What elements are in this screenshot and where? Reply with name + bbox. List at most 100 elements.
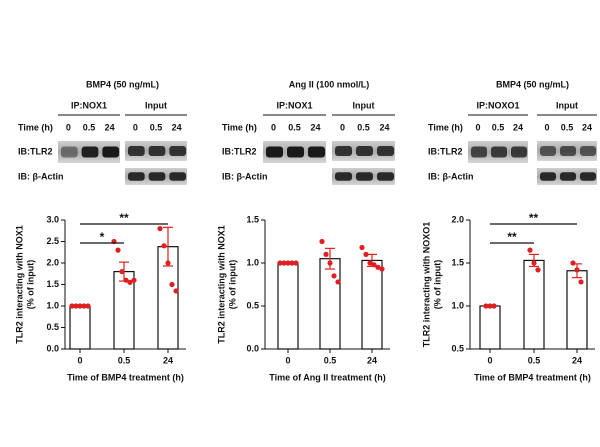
data-point bbox=[375, 264, 381, 270]
data-point bbox=[285, 260, 291, 266]
blot-band bbox=[148, 172, 166, 181]
blot-band bbox=[81, 146, 99, 158]
lane-label: 0.5 bbox=[492, 122, 505, 132]
data-point bbox=[570, 260, 576, 266]
ip-label: IP:NOX1 bbox=[71, 100, 107, 110]
y-axis-label: TLR2 interacting with NOX1 bbox=[216, 225, 226, 344]
data-point bbox=[335, 279, 341, 285]
data-point bbox=[73, 303, 79, 309]
lane-label: 24 bbox=[172, 122, 182, 132]
input-label: Input bbox=[556, 100, 578, 110]
y-tick-label: 1.5 bbox=[46, 279, 59, 289]
bar bbox=[566, 270, 588, 350]
y-axis-label: (% of input) bbox=[432, 260, 442, 309]
ip-label: IP:NOX1 bbox=[276, 100, 312, 110]
data-point bbox=[119, 269, 125, 275]
lane-label: 0 bbox=[544, 122, 549, 132]
treatment-label: BMP4 (50 ng/mL) bbox=[496, 79, 569, 89]
data-point bbox=[379, 266, 385, 272]
data-point bbox=[367, 260, 373, 266]
blot-band bbox=[511, 146, 527, 158]
data-point bbox=[115, 247, 121, 253]
data-point bbox=[535, 267, 541, 273]
x-axis-label: Time of BMP4 treatment (h) bbox=[474, 372, 591, 382]
x-tick-label: 0 bbox=[285, 355, 290, 365]
blot-band bbox=[540, 146, 556, 156]
lane-label: 0.5 bbox=[150, 122, 163, 132]
data-point bbox=[363, 251, 369, 257]
ib-target-label: IB:TLR2 bbox=[18, 146, 53, 156]
data-point bbox=[289, 260, 295, 266]
data-point bbox=[327, 260, 333, 266]
blot-band bbox=[335, 146, 352, 156]
x-axis-label: Time of BMP4 treatment (h) bbox=[67, 372, 184, 382]
blot-band bbox=[377, 172, 394, 181]
x-tick-label: 24 bbox=[367, 355, 377, 365]
data-point bbox=[173, 288, 179, 294]
bar bbox=[277, 262, 299, 350]
blot-band bbox=[491, 146, 507, 158]
blot-band bbox=[128, 146, 145, 156]
data-point bbox=[359, 244, 365, 251]
data-point bbox=[169, 281, 175, 288]
y-tick-label: 1.0 bbox=[46, 300, 59, 310]
ib-loading-label: IB: β-Actin bbox=[428, 171, 474, 181]
data-point bbox=[371, 262, 377, 268]
data-point bbox=[491, 303, 497, 309]
lane-label: 0.5 bbox=[357, 122, 370, 132]
x-tick-label: 24 bbox=[572, 355, 582, 365]
bar bbox=[479, 305, 501, 350]
significance-label: ** bbox=[119, 211, 129, 225]
data-point bbox=[123, 277, 129, 283]
y-tick-label: 1.5 bbox=[246, 214, 259, 224]
data-point bbox=[319, 238, 325, 245]
bar bbox=[69, 305, 91, 350]
data-point bbox=[574, 267, 580, 273]
data-point bbox=[323, 251, 329, 257]
data-point bbox=[161, 243, 167, 249]
y-tick-label: 1.5 bbox=[451, 257, 464, 267]
lane-label: 0 bbox=[340, 122, 345, 132]
ib-target-label: IB:TLR2 bbox=[222, 146, 257, 156]
y-tick-label: 0.5 bbox=[451, 343, 464, 353]
time-label: Time (h) bbox=[428, 122, 463, 132]
y-tick-label: 0.0 bbox=[246, 343, 259, 353]
blot-band bbox=[377, 146, 394, 156]
lane-label: 24 bbox=[105, 122, 115, 132]
blot-band bbox=[471, 146, 487, 158]
significance-label: * bbox=[100, 230, 105, 244]
data-point bbox=[483, 303, 489, 309]
ib-target-label: IB:TLR2 bbox=[428, 146, 463, 156]
x-tick-label: 0.5 bbox=[324, 355, 337, 365]
lane-label: 24 bbox=[513, 122, 523, 132]
y-tick-label: 2.5 bbox=[46, 236, 59, 246]
x-tick-label: 0.5 bbox=[118, 355, 131, 365]
lane-label: 0.5 bbox=[83, 122, 96, 132]
y-tick-label: 1.0 bbox=[246, 257, 259, 267]
x-tick-label: 0 bbox=[487, 355, 492, 365]
blot-band bbox=[61, 146, 78, 158]
lane-label: 0 bbox=[133, 122, 138, 132]
treatment-label: Ang II (100 nmol/L) bbox=[289, 79, 370, 89]
data-point bbox=[131, 277, 137, 283]
x-tick-label: 0 bbox=[77, 355, 82, 365]
blot-band bbox=[560, 172, 576, 181]
bar bbox=[361, 259, 383, 350]
ip-label: IP:NOXO1 bbox=[476, 100, 519, 110]
blot-band bbox=[287, 146, 304, 158]
bar bbox=[319, 258, 341, 350]
lane-label: 24 bbox=[582, 122, 592, 132]
time-label: Time (h) bbox=[18, 122, 53, 132]
data-point bbox=[281, 260, 287, 266]
data-point bbox=[487, 303, 493, 309]
lane-label: 0.5 bbox=[561, 122, 574, 132]
data-point bbox=[85, 303, 91, 309]
lane-label: 24 bbox=[310, 122, 320, 132]
blot-band bbox=[580, 172, 596, 181]
lane-label: 0 bbox=[475, 122, 480, 132]
bar bbox=[523, 259, 545, 350]
data-point bbox=[293, 260, 299, 266]
y-axis-label: TLR2 interacting with NOXO1 bbox=[421, 222, 431, 348]
y-tick-label: 2.0 bbox=[451, 214, 464, 224]
